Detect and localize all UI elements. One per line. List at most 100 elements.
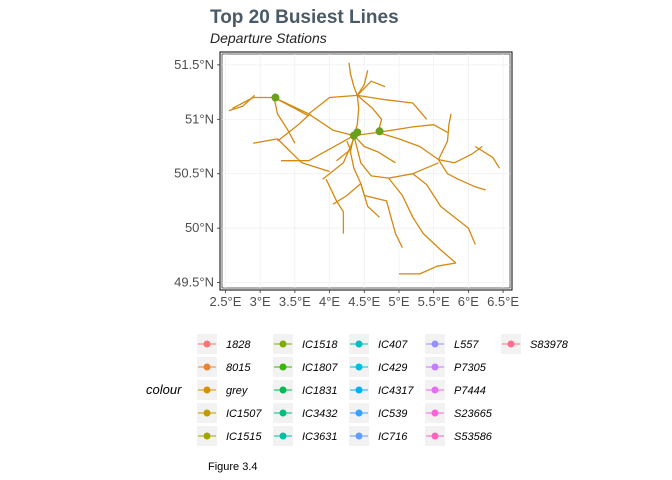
rail-line-10	[356, 94, 383, 133]
rail-line-1	[228, 94, 256, 112]
legend-label: IC4317	[378, 385, 414, 397]
x-tick-label-5: 5°E	[388, 294, 409, 309]
legend-item-IC4317: IC4317	[349, 380, 414, 400]
chart-title: Top 20 Busiest Lines	[210, 7, 399, 28]
legend-key-point	[203, 386, 211, 394]
rail-line-18	[349, 135, 380, 218]
legend-item-IC539: IC539	[349, 403, 407, 423]
rail-line-29	[336, 140, 352, 162]
legend-item-IC3432: IC3432	[273, 403, 337, 423]
legend-item-IC1831: IC1831	[273, 380, 337, 400]
legend-key-point	[355, 432, 363, 440]
x-tick-label-1: 3°E	[250, 294, 271, 309]
legend-label: IC3432	[302, 408, 337, 420]
legend-label: grey	[226, 385, 249, 397]
legend-key-point	[279, 363, 287, 371]
figure-caption: Figure 3.4	[208, 461, 258, 473]
legend-item-IC429: IC429	[349, 357, 407, 377]
legend-item-IC407: IC407	[349, 334, 408, 354]
rail-line-21	[399, 262, 457, 275]
legend-item-S23665: S23665	[425, 403, 493, 423]
x-tick-label-0: 2.5°E	[209, 294, 241, 309]
x-tick-label-7: 6°E	[458, 294, 479, 309]
stations	[271, 93, 384, 140]
legend-item-IC1507: IC1507	[197, 403, 262, 423]
rail-line-7	[322, 138, 355, 180]
rail-line-28	[474, 145, 501, 169]
legend-item-S53586: S53586	[425, 426, 493, 446]
legend-label: P7444	[454, 385, 486, 397]
legend-item-S83978: S83978	[501, 334, 569, 354]
legend-item-P7305: P7305	[425, 357, 487, 377]
rail-line-22	[325, 178, 345, 234]
legend-item-L557: L557	[425, 334, 479, 354]
legend-key-point	[203, 409, 211, 417]
legend-label: IC3631	[302, 431, 337, 443]
legend-key-point	[431, 340, 439, 348]
x-tick-label-2: 3.5°E	[279, 294, 311, 309]
legend-key-point	[431, 432, 439, 440]
rail-line-9	[356, 70, 369, 96]
rail-line-24	[412, 173, 476, 245]
legend: colour 1828 8015 grey IC1507 IC1515 IC1518 IC1…	[146, 334, 569, 446]
legend-label: P7305	[454, 362, 487, 374]
legend-key-point	[507, 340, 515, 348]
y-tick-label-3: 51°N	[185, 111, 214, 126]
legend-title: colour	[146, 382, 182, 397]
legend-label: IC1507	[226, 408, 262, 420]
legend-label: IC407	[378, 339, 408, 351]
legend-label: IC1807	[302, 362, 338, 374]
chart-subtitle: Departure Stations	[210, 30, 327, 46]
grid	[222, 54, 510, 288]
rail-line-26	[353, 135, 396, 164]
y-tick-label-0: 49.5°N	[174, 275, 214, 290]
y-tick-label-2: 50.5°N	[174, 166, 214, 181]
legend-key-point	[203, 340, 211, 348]
plot-panel-inner-border	[221, 53, 511, 289]
legend-item-1828: 1828	[197, 334, 251, 354]
plot-panel	[219, 51, 513, 291]
x-tick-label-4: 4.5°E	[348, 294, 380, 309]
rail-lines	[228, 62, 501, 275]
station-point-2	[353, 128, 362, 137]
rail-line-27	[273, 97, 296, 144]
legend-key-point	[279, 340, 287, 348]
rail-line-5	[253, 138, 330, 173]
x-tick-label-3: 4°E	[319, 294, 340, 309]
legend-key-point	[431, 386, 439, 394]
rail-line-3	[308, 94, 358, 115]
legend-key-point	[203, 432, 211, 440]
legend-key-point	[279, 432, 287, 440]
legend-label: 8015	[226, 362, 251, 374]
legend-item-8015: 8015	[197, 357, 251, 377]
rail-line-6	[281, 135, 355, 162]
y-tick-label-4: 51.5°N	[174, 57, 214, 72]
legend-key-point	[279, 409, 287, 417]
legend-label: IC1831	[302, 385, 337, 397]
y-axis: 49.5°N 50°N 50.5°N 51°N 51.5°N	[174, 57, 220, 290]
station-point-0	[271, 93, 280, 102]
legend-label: S23665	[454, 408, 493, 420]
y-tick-label-1: 50°N	[185, 220, 214, 235]
legend-item-IC1515: IC1515	[197, 426, 262, 446]
legend-label: IC1515	[226, 431, 262, 443]
legend-key-point	[355, 409, 363, 417]
rail-line-11	[357, 94, 428, 120]
legend-item-IC1807: IC1807	[273, 357, 338, 377]
rail-line-20	[388, 177, 457, 264]
legend-key-point	[203, 363, 211, 371]
legend-item-IC1518: IC1518	[273, 334, 338, 354]
legend-label: S53586	[454, 431, 493, 443]
plot-panel-border	[219, 51, 513, 291]
legend-key-point	[279, 386, 287, 394]
x-tick-label-6: 5.5°E	[418, 294, 450, 309]
rail-line-14	[377, 131, 439, 161]
rail-line-15	[438, 145, 483, 164]
legend-key-point	[431, 409, 439, 417]
legend-label: S83978	[530, 339, 569, 351]
rail-line-23	[332, 183, 362, 205]
x-tick-label-8: 6.5°E	[487, 294, 519, 309]
legend-item-grey: grey	[197, 380, 249, 400]
rail-line-4	[277, 113, 311, 142]
